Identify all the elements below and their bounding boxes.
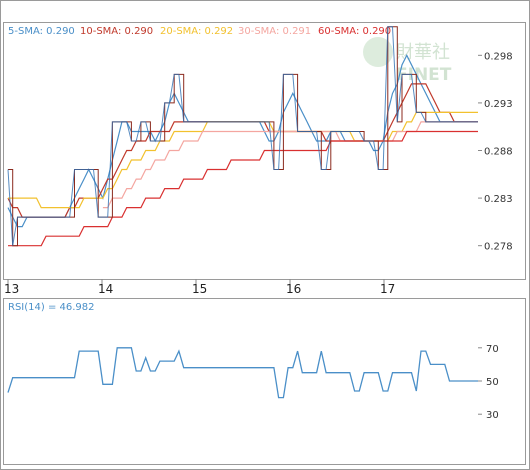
watermark-chinese: 財華社 (396, 42, 450, 63)
rsi-y-axis: 70 50 30 (478, 344, 499, 421)
x-tick-label: 16 (286, 282, 301, 296)
price-line-layer (7, 26, 478, 247)
legend-item-20-sma: 20-SMA: 0.292 (160, 26, 233, 37)
legend-item-30-sma: 30-SMA: 0.291 (238, 26, 311, 37)
legend-item-5-sma: 5-SMA: 0.290 (8, 26, 75, 37)
price-legend: 5-SMA: 0.290 10-SMA: 0.290 20-SMA: 0.292 30… (8, 26, 391, 37)
rsi-y-tick-label: 30 (486, 410, 499, 421)
finet-logo-icon (363, 37, 393, 67)
finet-watermark: 財華社 FINET (363, 37, 452, 85)
legend-item-10-sma: 10-SMA: 0.290 (80, 26, 153, 37)
x-tick-label: 13 (4, 282, 19, 296)
price-y-axis: 0.298 0.293 0.288 0.283 0.278 (478, 51, 513, 253)
rsi-legend-item: RSI(14) = 46.982 (8, 302, 95, 313)
x-axis: 13 14 15 16 17 (4, 279, 395, 296)
price-y-tick-label: 0.283 (484, 194, 513, 205)
price-panel-frame (3, 22, 526, 280)
watermark-latin: FINET (396, 65, 452, 85)
legend-item-60-sma: 60-SMA: 0.290 (318, 26, 391, 37)
price-y-tick-label: 0.278 (484, 242, 513, 253)
sma-line-60-sma (8, 130, 478, 247)
rsi-line (7, 347, 478, 399)
x-tick-label: 17 (380, 282, 395, 296)
price-line (7, 26, 478, 246)
price-y-tick-label: 0.293 (484, 99, 513, 110)
price-y-tick-label: 0.298 (484, 51, 513, 62)
x-tick-label: 14 (98, 282, 113, 296)
rsi-legend: RSI(14) = 46.982 (8, 302, 95, 313)
rsi-y-tick-label: 50 (486, 377, 499, 388)
price-y-tick-label: 0.288 (484, 147, 513, 158)
x-tick-label: 15 (192, 282, 207, 296)
rsi-line-layer (7, 347, 478, 399)
rsi-panel-frame (3, 298, 526, 465)
rsi-y-tick-label: 70 (486, 344, 499, 355)
